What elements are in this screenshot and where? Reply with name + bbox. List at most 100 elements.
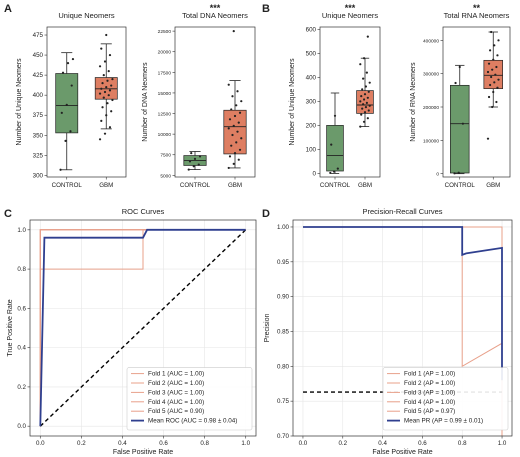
data-point	[198, 155, 202, 158]
data-point	[100, 119, 103, 122]
data-point	[98, 138, 102, 141]
data-point	[69, 130, 72, 133]
series-line-5	[303, 226, 503, 381]
data-point	[359, 100, 362, 103]
legend-label: Fold 4 (AP = 1.00)	[404, 399, 455, 406]
data-point	[59, 168, 62, 171]
data-point	[111, 98, 114, 102]
data-point	[486, 137, 490, 140]
y-axis-label: Number of Unique Neomers	[16, 58, 23, 146]
y-tick-label: 0.95	[277, 259, 290, 266]
data-point	[103, 132, 107, 135]
y-tick-label: 300	[306, 98, 317, 105]
data-point	[236, 130, 239, 133]
data-point	[98, 92, 102, 95]
legend-label: Mean PR (AP = 0.99 ± 0.01)	[404, 418, 483, 425]
y-tick-label: 0	[436, 172, 439, 178]
y-tick-label: 1.00	[277, 224, 290, 231]
data-point	[458, 65, 461, 69]
legend-box	[382, 367, 509, 431]
y-tick-label: 350	[33, 132, 44, 139]
data-point	[361, 107, 364, 110]
x-tick-label: 0.0	[36, 440, 45, 447]
data-point	[235, 104, 238, 107]
chart-title: Total RNA Neomers	[444, 11, 510, 20]
data-point	[364, 106, 368, 109]
chart-a2: 5000 7500 10000 12500 15000 17500 20000 22500 To…	[142, 3, 256, 189]
data-point	[233, 151, 237, 155]
x-tick-label: 0.8	[458, 440, 467, 447]
x-tick-label: GBM	[228, 182, 242, 189]
chart-b1: 0 100 200 300 400 500 600 Unique Neomers*** Numb…	[289, 3, 381, 189]
data-point	[461, 122, 465, 125]
data-point	[453, 172, 456, 175]
y-tick-label: 0.85	[277, 328, 290, 335]
data-point	[336, 167, 339, 170]
data-point	[98, 65, 102, 68]
series-line-6	[39, 229, 247, 427]
y-tick-label: 0.2	[17, 384, 26, 391]
y-tick-label: 0.0	[17, 423, 26, 430]
data-point	[107, 70, 110, 73]
y-tick-label: 0.6	[17, 305, 26, 312]
data-point	[240, 137, 243, 140]
y-axis-label: Number of RNA Neomers	[410, 62, 417, 142]
y-tick-label: 100	[306, 146, 317, 153]
data-point	[362, 103, 365, 106]
plot-frame	[442, 26, 511, 178]
x-tick-label: GBM	[358, 182, 372, 189]
chart-a1: 300 325 350 375 400 425 450 475 Unique Neomers Nu…	[16, 11, 127, 189]
data-point	[232, 124, 235, 128]
data-point	[111, 78, 114, 81]
data-point	[103, 90, 107, 94]
x-tick-label: 0.6	[418, 440, 427, 447]
data-point	[490, 30, 493, 34]
y-tick-label: 0.80	[277, 363, 290, 370]
data-point	[228, 118, 232, 121]
box-control	[55, 73, 79, 134]
data-point	[197, 163, 200, 166]
data-point	[359, 63, 362, 66]
box-gbm	[483, 59, 503, 90]
y-tick-label: 22500	[158, 29, 172, 35]
data-point	[228, 155, 232, 158]
data-point	[366, 117, 369, 120]
data-point	[486, 70, 490, 74]
plot-frame	[29, 219, 257, 437]
x-tick-label: 0.2	[338, 440, 347, 447]
data-point	[71, 57, 75, 61]
x-tick-label: CONTROL	[52, 182, 83, 189]
data-point	[105, 33, 108, 37]
y-tick-label: 0.4	[17, 345, 26, 352]
chart-b2: 0 100000 200000 300000 400000 Total RNA Neome…	[410, 3, 511, 189]
data-point	[495, 65, 498, 69]
legend: Fold 1 (AUC = 1.00) Fold 2 (AUC = 1.00) Fo…	[126, 367, 253, 431]
data-point	[110, 110, 113, 113]
y-tick-label: 0	[313, 170, 317, 177]
data-point	[490, 75, 493, 79]
data-point	[454, 81, 457, 85]
significance-marker: ***	[210, 3, 221, 13]
x-tick-label: 0.4	[378, 440, 387, 447]
significance-marker: ***	[345, 3, 356, 13]
plot-frame	[46, 26, 127, 178]
data-point	[493, 81, 496, 84]
chart-title: Unique Neomers	[58, 11, 115, 20]
data-point	[187, 168, 190, 171]
y-tick-label: 475	[33, 32, 44, 39]
x-tick-label: CONTROL	[180, 182, 211, 189]
y-tick-label: 500	[306, 50, 317, 57]
data-point	[106, 79, 109, 82]
data-point	[102, 96, 105, 99]
y-tick-label: 200000	[423, 105, 439, 111]
data-point	[108, 126, 112, 129]
data-point	[496, 86, 499, 89]
data-point	[107, 94, 110, 97]
plot-frame	[174, 26, 256, 178]
y-tick-label: 0.75	[277, 398, 290, 405]
chart-title: ROC Curves	[122, 207, 165, 216]
y-tick-label: 200	[306, 122, 317, 129]
x-tick-label: 1.0	[498, 440, 507, 447]
data-point	[367, 109, 370, 112]
data-point	[492, 58, 495, 61]
